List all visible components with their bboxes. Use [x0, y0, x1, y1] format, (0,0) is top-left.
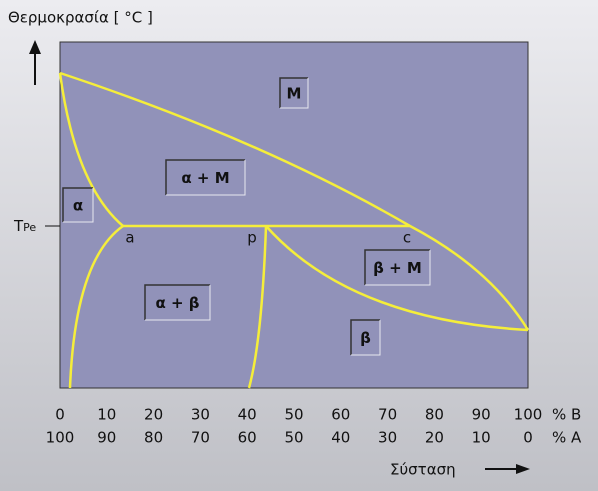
region-box-shadow [350, 319, 380, 355]
region-box-shadow [144, 284, 210, 320]
b-tick-label: 30 [191, 406, 210, 424]
region-label: α [73, 197, 83, 215]
a-tick-label: 30 [378, 429, 397, 447]
b-tick-label: 0 [55, 406, 65, 424]
region-box-shadow [279, 77, 308, 108]
b-tick-label: 60 [331, 406, 350, 424]
tpe-main: T [13, 217, 24, 235]
tpe-label: TPe [13, 217, 36, 235]
temp-arrow-head [29, 40, 41, 54]
region-box-light [145, 285, 211, 321]
a-tick-label: 50 [284, 429, 303, 447]
composition-label: Σύσταση [390, 461, 456, 479]
a-tick-label: 10 [472, 429, 491, 447]
b-axis-label: % B [552, 406, 581, 424]
b-tick-label: 90 [472, 406, 491, 424]
b-tick-label: 80 [425, 406, 444, 424]
b-tick-label: 70 [378, 406, 397, 424]
point-label: p [247, 229, 257, 247]
a-tick-label: 0 [523, 429, 533, 447]
b-tick-label: 10 [97, 406, 116, 424]
region-label: β + M [373, 259, 422, 277]
liquidus [59, 71, 530, 331]
beta-solidus [265, 225, 529, 332]
region-label: α + β [155, 294, 199, 312]
composition-arrow-head [516, 464, 530, 474]
region-box-light [280, 78, 309, 109]
region-box-light [365, 250, 431, 286]
region-box-light [166, 160, 246, 196]
region-box-shadow [62, 187, 93, 222]
region-label: M [287, 85, 302, 103]
b-tick-label: 40 [238, 406, 257, 424]
beta-solvus [247, 225, 268, 389]
b-tick-label: 50 [284, 406, 303, 424]
a-axis-label: % A [552, 429, 582, 447]
alpha-solidus [58, 72, 124, 227]
point-label: c [403, 229, 411, 247]
b-tick-label: 20 [144, 406, 163, 424]
a-tick-label: 40 [331, 429, 350, 447]
title: Θερμοκρασία [ °C ] [8, 9, 153, 27]
region-box-shadow [364, 249, 430, 285]
a-tick-label: 60 [238, 429, 257, 447]
tpe-sub: Pe [23, 221, 36, 234]
region-label: β [360, 329, 371, 347]
a-tick-label: 80 [144, 429, 163, 447]
a-tick-label: 100 [46, 429, 75, 447]
alpha-solvus [68, 224, 124, 389]
region-box-light [63, 188, 94, 223]
region-box-shadow [165, 159, 245, 195]
a-tick-label: 20 [425, 429, 444, 447]
a-tick-label: 70 [191, 429, 210, 447]
region-box-light [351, 320, 381, 356]
region-label: α + M [181, 169, 229, 187]
b-tick-label: 100 [514, 406, 543, 424]
point-label: a [125, 229, 134, 247]
a-tick-label: 90 [97, 429, 116, 447]
